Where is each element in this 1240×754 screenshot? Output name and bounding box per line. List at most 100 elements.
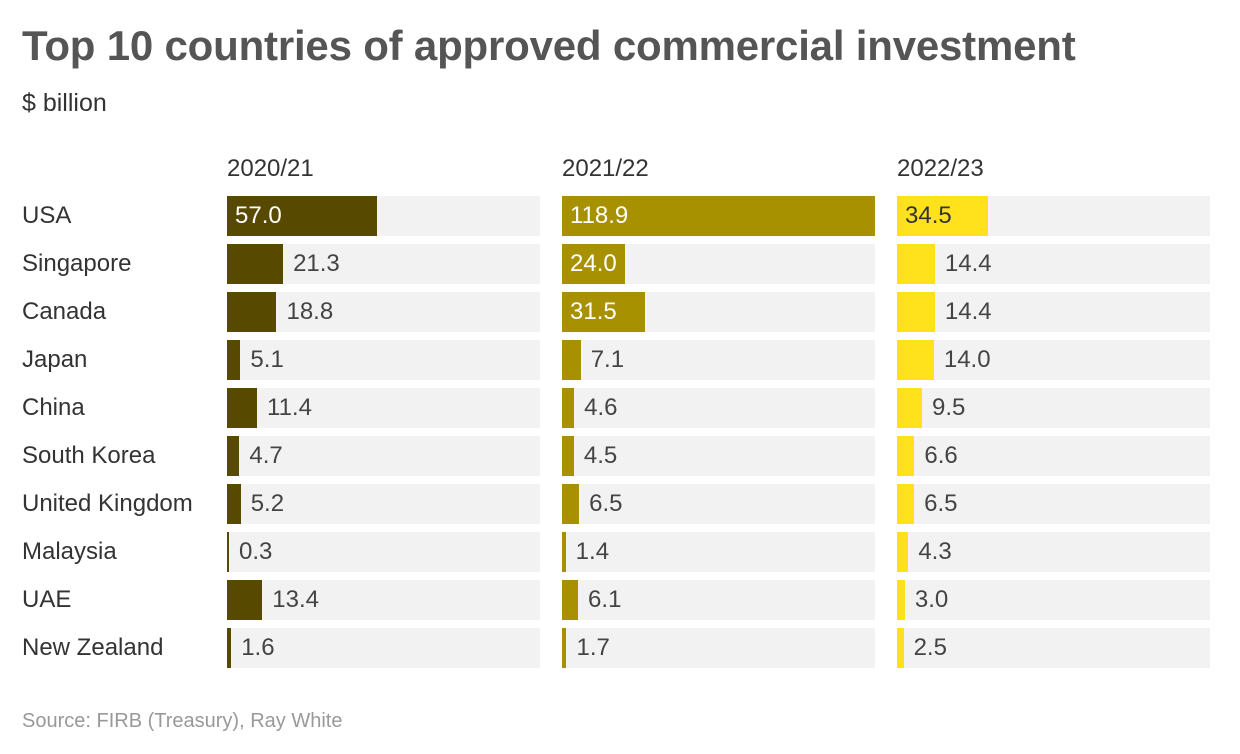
category-label-canada: Canada xyxy=(22,298,107,325)
panel-title-0: 2020/21 xyxy=(227,155,314,182)
bar-1-singapore xyxy=(562,244,626,284)
data-label: 21.3 xyxy=(293,250,340,277)
bar-1-uae xyxy=(562,580,579,620)
panel-title-1: 2021/22 xyxy=(562,155,649,182)
source-note: Source: FIRB (Treasury), Ray White xyxy=(22,710,343,732)
category-label-usa: USA xyxy=(22,202,72,229)
category-label-singapore: Singapore xyxy=(22,250,132,277)
category-label-china: China xyxy=(22,394,85,421)
bar-track xyxy=(897,532,1210,572)
bar-0-usa xyxy=(227,196,378,236)
bar-track xyxy=(562,388,875,428)
bar-track xyxy=(897,484,1210,524)
bar-track xyxy=(897,340,1210,380)
category-label-south-korea: South Korea xyxy=(22,442,156,469)
category-label-united-kingdom: United Kingdom xyxy=(22,490,193,517)
data-label: 5.1 xyxy=(250,346,284,373)
data-label: 6.5 xyxy=(924,490,958,517)
bar-track xyxy=(227,388,540,428)
data-label: 14.0 xyxy=(943,346,991,373)
bar-track xyxy=(227,340,540,380)
data-label: 14.4 xyxy=(944,298,992,325)
category-label-malaysia: Malaysia xyxy=(22,538,117,565)
data-label: 6.6 xyxy=(924,442,958,469)
data-label: 118.9 xyxy=(570,202,629,229)
bar-0-new-zealand xyxy=(227,628,232,668)
data-label: 0.3 xyxy=(239,538,273,565)
bar-1-new-zealand xyxy=(562,628,567,668)
bar-2-canada xyxy=(897,292,935,332)
bar-track xyxy=(562,484,875,524)
data-label: 4.7 xyxy=(249,442,283,469)
data-label: 11.4 xyxy=(267,394,312,421)
data-label: 4.6 xyxy=(584,394,618,421)
bar-track xyxy=(227,484,540,524)
bar-track xyxy=(897,292,1210,332)
bar-track xyxy=(562,532,875,572)
category-label-new-zealand: New Zealand xyxy=(22,634,164,661)
bar-track xyxy=(897,436,1210,476)
bar-0-singapore xyxy=(227,244,284,284)
bar-0-south-korea xyxy=(227,436,240,476)
data-label: 24.0 xyxy=(570,250,617,277)
data-label: 4.5 xyxy=(583,442,618,469)
data-label: 1.7 xyxy=(576,634,610,661)
bar-2-new-zealand xyxy=(897,628,904,668)
bar-1-china xyxy=(562,388,575,428)
bar-2-uae xyxy=(897,580,905,620)
bar-track xyxy=(227,532,540,572)
bar-track xyxy=(562,436,875,476)
bar-0-canada xyxy=(227,292,277,332)
bar-1-malaysia xyxy=(562,532,566,572)
data-label: 6.1 xyxy=(588,586,622,613)
bar-2-united-kingdom xyxy=(897,484,915,524)
bar-0-japan xyxy=(227,340,241,380)
data-label: 9.5 xyxy=(932,394,966,421)
bar-track xyxy=(227,580,540,620)
bar-1-united-kingdom xyxy=(562,484,580,524)
bar-1-south-korea xyxy=(562,436,574,476)
data-label: 5.2 xyxy=(250,490,285,517)
data-label: 7.1 xyxy=(590,346,625,373)
data-label: 14.4 xyxy=(944,250,992,277)
bar-track xyxy=(227,436,540,476)
bar-0-china xyxy=(227,388,257,428)
bar-track xyxy=(897,388,1210,428)
data-label: 1.6 xyxy=(241,634,275,661)
category-label-japan: Japan xyxy=(22,346,88,373)
data-label: 1.4 xyxy=(575,538,610,565)
data-label: 13.4 xyxy=(272,586,319,613)
bar-2-japan xyxy=(897,340,934,380)
bar-track xyxy=(897,628,1210,668)
chart-title: Top 10 countries of approved commercial … xyxy=(22,22,1076,69)
data-label: 31.5 xyxy=(570,298,617,325)
data-label: 34.5 xyxy=(905,202,952,229)
bar-1-usa xyxy=(562,196,875,236)
bar-2-usa xyxy=(897,196,988,236)
data-label: 57.0 xyxy=(235,202,282,229)
bar-0-uae xyxy=(227,580,263,620)
bar-0-malaysia xyxy=(227,532,229,572)
category-label-uae: UAE xyxy=(22,586,72,613)
bar-0-united-kingdom xyxy=(227,484,241,524)
bar-track xyxy=(897,580,1210,620)
bar-1-japan xyxy=(562,340,581,380)
bar-track xyxy=(227,292,540,332)
chart-subtitle: $ billion xyxy=(22,89,107,117)
bar-1-canada xyxy=(562,292,645,332)
bar-2-south-korea xyxy=(897,436,915,476)
bar-2-singapore xyxy=(897,244,935,284)
bar-track xyxy=(562,340,875,380)
bar-track xyxy=(227,628,540,668)
data-label: 3.0 xyxy=(914,586,949,613)
bar-2-malaysia xyxy=(897,532,909,572)
panel-title-2: 2022/23 xyxy=(897,155,984,182)
bar-track xyxy=(562,580,875,620)
bar-track xyxy=(562,628,875,668)
bar-2-china xyxy=(897,388,922,428)
data-label: 18.8 xyxy=(286,298,334,325)
bar-track xyxy=(897,244,1210,284)
data-label: 2.5 xyxy=(913,634,947,661)
data-label: 4.3 xyxy=(918,538,952,565)
data-label: 6.5 xyxy=(589,490,623,517)
